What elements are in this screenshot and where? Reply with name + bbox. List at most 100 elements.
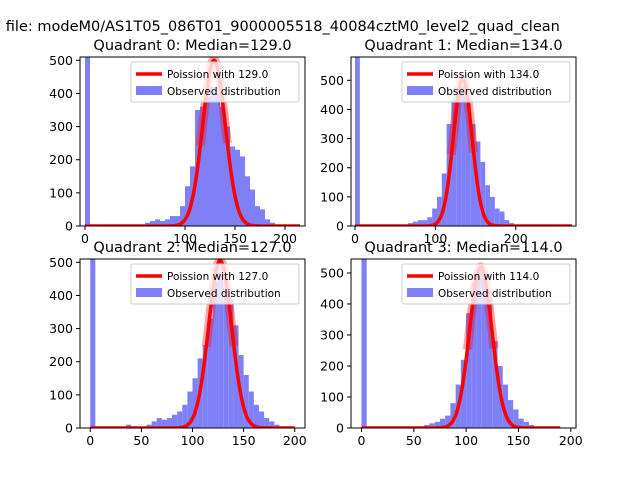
x-tick: 100 [423, 226, 447, 246]
y-tick: 500 [320, 265, 351, 280]
x-tick-label: 100 [173, 231, 197, 246]
x-tick: 0 [351, 226, 359, 246]
histogram-bar [177, 411, 183, 428]
histogram-bar [523, 421, 529, 428]
histogram-bar [185, 186, 190, 226]
histogram-bar [445, 415, 451, 428]
legend-label-poisson: Poission with 127.0 [167, 271, 268, 283]
legend-label-observed: Observed distribution [167, 86, 281, 98]
y-tick-label: 300 [320, 327, 344, 342]
x-tick: 200 [273, 226, 297, 246]
histogram-bar [490, 196, 495, 226]
histogram-bar [170, 216, 175, 226]
histogram-bar [269, 421, 275, 428]
y-tick: 0 [336, 421, 351, 436]
histogram-bar [156, 418, 162, 428]
histogram-bar [471, 282, 477, 428]
histogram-bar [422, 220, 428, 226]
y-tick: 400 [49, 86, 80, 101]
histogram-bar [258, 411, 265, 428]
legend-patch-swatch [407, 86, 433, 95]
histogram-bar [180, 206, 185, 226]
y-tick: 400 [320, 102, 351, 117]
histogram-bar [150, 221, 155, 226]
histogram-bar [412, 221, 418, 226]
x-tick: 200 [559, 428, 583, 448]
histogram-bar [504, 220, 510, 226]
histogram-bar [175, 216, 180, 226]
histogram-bar [450, 403, 456, 428]
y-tick: 300 [49, 119, 80, 134]
y-tick: 200 [320, 160, 351, 175]
y-tick-label: 0 [336, 421, 344, 436]
y-tick-label: 400 [49, 288, 73, 303]
y-tick: 0 [65, 219, 80, 234]
histogram-bar [151, 421, 157, 428]
histogram-bar [461, 86, 466, 226]
x-tick-label: 100 [423, 231, 447, 246]
y-tick-label: 500 [49, 255, 73, 270]
histogram-bar [235, 149, 240, 226]
histogram-bar [240, 156, 245, 226]
histogram-bar [192, 378, 198, 428]
y-tick-label: 300 [49, 119, 73, 134]
x-tick-label: 50 [406, 433, 422, 448]
x-tick-label: 200 [283, 433, 307, 448]
x-tick: 100 [454, 428, 478, 448]
histogram-bar [250, 189, 255, 226]
legend-label-observed: Observed distribution [438, 288, 552, 300]
x-tick-label: 0 [81, 231, 89, 246]
y-tick: 0 [65, 421, 80, 436]
histogram-bar [228, 298, 234, 428]
histogram-bar [165, 219, 170, 226]
histogram-bar [513, 409, 519, 428]
histogram-bar [182, 404, 188, 428]
poisson-curve-halo [201, 259, 239, 348]
x-tick-label: 150 [232, 433, 256, 448]
histogram-bar [255, 206, 260, 226]
legend-patch-swatch [136, 86, 162, 95]
y-tick-label: 300 [49, 321, 73, 336]
quadrant-panel-3: 0 50 100 150 200 0 100 200 300 400 500 Quadrant 3: … [320, 240, 583, 448]
y-tick-label: 0 [65, 421, 73, 436]
x-tick-label: 0 [357, 433, 365, 448]
histogram-bar [355, 57, 360, 226]
legend: Poission with 134.0 Observed distribution [401, 61, 571, 103]
histogram-bar [432, 208, 437, 226]
histogram-bar [502, 384, 508, 428]
y-tick-label: 400 [320, 102, 344, 117]
x-tick: 0 [357, 428, 365, 448]
legend: Poission with 114.0 Observed distribution [401, 263, 571, 305]
y-tick-label: 500 [49, 53, 73, 68]
histogram-bar [248, 391, 254, 428]
y-tick-label: 100 [320, 389, 344, 404]
y-tick: 100 [320, 389, 351, 404]
histogram-bar [487, 297, 493, 428]
legend-box [401, 263, 571, 305]
x-tick: 0 [81, 226, 89, 246]
quadrant-panel-0: 0 100 150 200 0 100 200 300 400 500 Quadrant 0: Me… [49, 38, 306, 246]
histogram-bar [253, 404, 259, 428]
histogram-bar [460, 359, 467, 428]
histogram-bar [85, 57, 90, 226]
x-tick-label: 50 [133, 433, 149, 448]
y-tick-label: 100 [49, 387, 73, 402]
y-tick-label: 200 [49, 152, 73, 167]
legend-box [130, 61, 300, 103]
histogram-bar [429, 423, 435, 428]
histogram-bar [466, 313, 472, 428]
y-tick: 500 [320, 73, 351, 88]
panel-title: Quadrant 1: Median=134.0 [364, 38, 562, 54]
x-tick-label: 0 [351, 231, 359, 246]
quadrant-panel-1: 0 100 200 0 100 200 300 400 500 Quadrant 1: Media… [320, 38, 577, 246]
histogram-bar [260, 209, 265, 226]
y-tick-label: 400 [49, 86, 73, 101]
y-tick-label: 500 [320, 265, 344, 280]
histogram-bar [507, 400, 514, 428]
axes-frame [350, 258, 577, 429]
histogram-bar [245, 176, 250, 226]
x-tick-label: 200 [273, 231, 297, 246]
histogram-bar [202, 345, 208, 428]
